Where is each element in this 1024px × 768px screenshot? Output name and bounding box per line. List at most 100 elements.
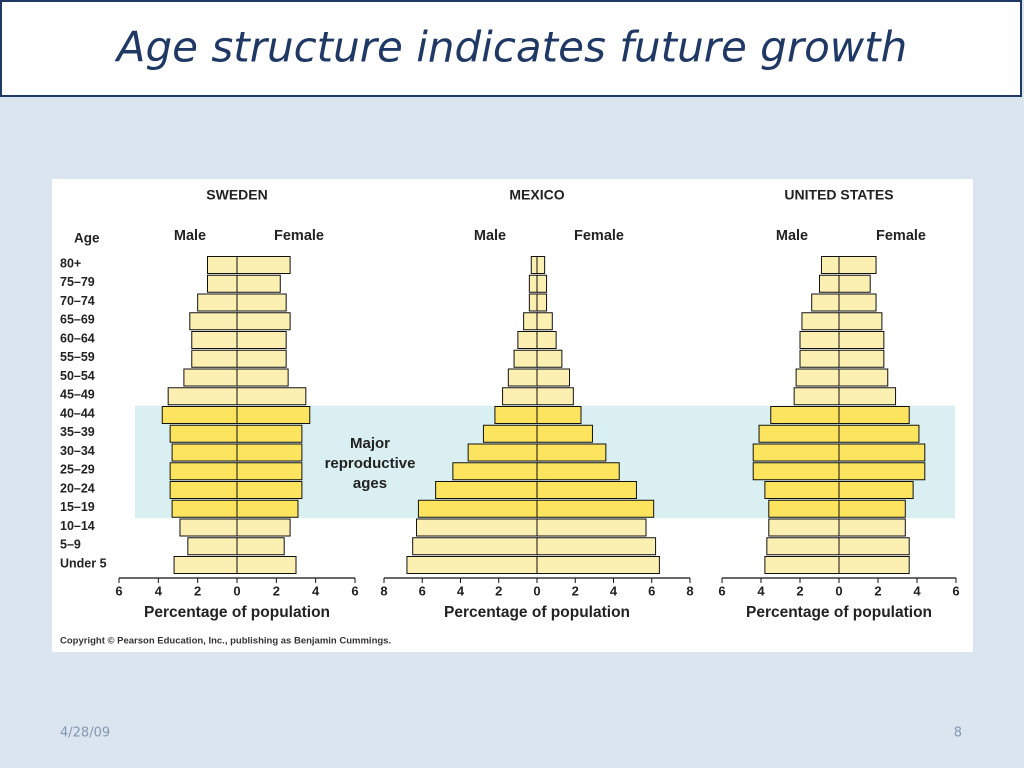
bar <box>838 368 889 387</box>
y-tick-label: 20–24 <box>60 481 95 495</box>
x-tick-label: 8 <box>380 583 387 598</box>
bar <box>838 556 910 574</box>
x-tick-label: 4 <box>312 583 320 598</box>
bar <box>820 256 840 274</box>
bar <box>764 556 840 574</box>
bar <box>169 424 238 443</box>
bar <box>795 368 840 387</box>
chart-title: UNITED STATES <box>784 187 893 203</box>
x-tick-label: 6 <box>952 583 959 598</box>
bar <box>838 481 914 499</box>
bar <box>171 443 238 462</box>
x-axis-label: Percentage of population <box>444 604 630 621</box>
copyright: Copyright © Pearson Education, Inc., pub… <box>60 636 391 647</box>
y-tick-label: 80+ <box>60 256 81 270</box>
bar <box>770 406 840 424</box>
x-tick-label: 2 <box>796 583 803 598</box>
bar <box>236 443 303 462</box>
bar <box>536 349 563 368</box>
bar <box>799 331 840 349</box>
bar <box>236 349 287 368</box>
bar <box>161 406 238 424</box>
bar <box>838 443 926 462</box>
bar <box>838 387 897 406</box>
bar <box>838 537 910 556</box>
bar <box>838 349 885 368</box>
slide-title: Age structure indicates future growth <box>114 23 907 72</box>
bar <box>838 499 906 518</box>
bar <box>452 462 538 481</box>
bar <box>536 406 582 424</box>
x-tick-label: 6 <box>648 583 655 598</box>
x-tick-label: 4 <box>757 583 765 598</box>
bar <box>435 481 538 499</box>
bar <box>197 293 238 312</box>
bar <box>502 387 538 406</box>
bar <box>236 518 291 537</box>
x-tick-label: 4 <box>913 583 921 598</box>
bar <box>768 499 840 518</box>
x-tick-label: 6 <box>351 583 358 598</box>
bar <box>236 537 285 556</box>
x-tick-label: 2 <box>194 583 201 598</box>
x-tick-label: 6 <box>115 583 122 598</box>
bar <box>416 518 538 537</box>
bar <box>536 537 657 556</box>
legend-label: Female <box>574 228 624 244</box>
bar <box>236 293 287 312</box>
bar <box>838 256 877 274</box>
y-tick-label: 10–14 <box>60 519 95 533</box>
bar <box>236 312 291 331</box>
bar <box>513 349 538 368</box>
annotation: reproductive <box>325 455 416 472</box>
age-label: Age <box>74 231 100 246</box>
bar <box>207 274 238 293</box>
bar <box>536 518 647 537</box>
bar <box>406 556 538 574</box>
x-tick-label: 0 <box>835 583 842 598</box>
x-axis-label: Percentage of population <box>746 604 932 621</box>
legend-label: Male <box>174 228 206 244</box>
bar <box>536 256 546 274</box>
y-tick-label: 45–49 <box>60 388 95 402</box>
y-tick-label: 55–59 <box>60 350 95 364</box>
footer-date: 4/28/09 <box>60 726 110 741</box>
y-tick-label: 30–34 <box>60 444 95 458</box>
bar <box>536 331 557 349</box>
y-tick-label: 65–69 <box>60 313 95 327</box>
bar <box>236 387 307 406</box>
bar <box>236 368 289 387</box>
page-number: 8 <box>954 726 962 741</box>
y-tick-label: 35–39 <box>60 425 95 439</box>
legend-label: Male <box>474 228 506 244</box>
legend-label: Male <box>776 228 808 244</box>
x-tick-label: 2 <box>495 583 502 598</box>
bar <box>187 537 238 556</box>
bar <box>412 537 538 556</box>
bar <box>417 499 538 518</box>
highlight-band <box>135 405 955 519</box>
bar <box>536 443 607 462</box>
bar <box>167 387 238 406</box>
bar <box>536 424 593 443</box>
bar <box>838 424 920 443</box>
bar <box>482 424 538 443</box>
y-tick-label: 50–54 <box>60 369 95 383</box>
x-tick-label: 0 <box>233 583 240 598</box>
bar <box>752 462 840 481</box>
bar <box>536 499 655 518</box>
bar <box>536 556 660 574</box>
bar <box>536 368 571 387</box>
y-tick-label: 40–44 <box>60 406 95 420</box>
x-tick-label: 2 <box>874 583 881 598</box>
bar <box>236 481 303 499</box>
y-tick-label: Under 5 <box>60 556 107 570</box>
bar <box>536 387 574 406</box>
y-tick-label: 70–74 <box>60 294 95 308</box>
x-tick-label: 6 <box>419 583 426 598</box>
bar <box>536 293 548 312</box>
y-tick-label: 25–29 <box>60 463 95 477</box>
bar <box>536 481 637 499</box>
